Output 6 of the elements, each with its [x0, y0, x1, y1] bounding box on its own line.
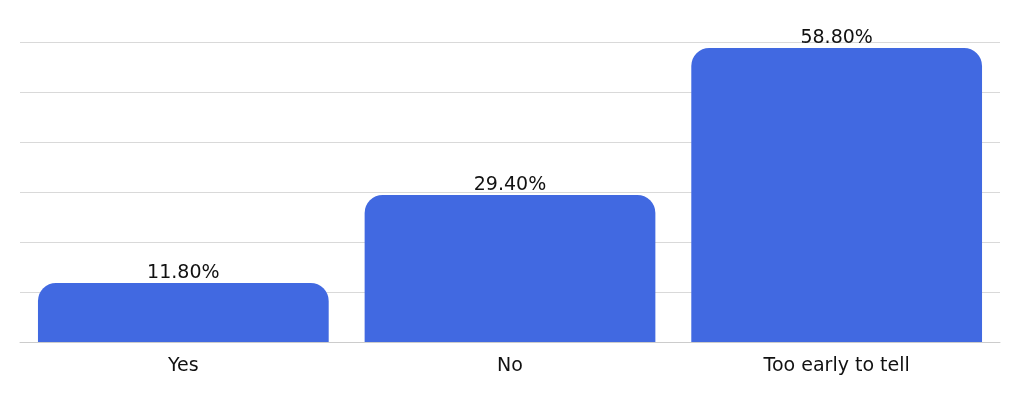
x-tick-label: No	[497, 352, 523, 375]
data-label: 11.80%	[147, 259, 220, 282]
data-label: 58.80%	[800, 24, 873, 47]
x-tick-label: Too early to tell	[762, 352, 910, 375]
data-label: 29.40%	[473, 171, 547, 194]
x-tick-label: Yes	[167, 352, 199, 375]
